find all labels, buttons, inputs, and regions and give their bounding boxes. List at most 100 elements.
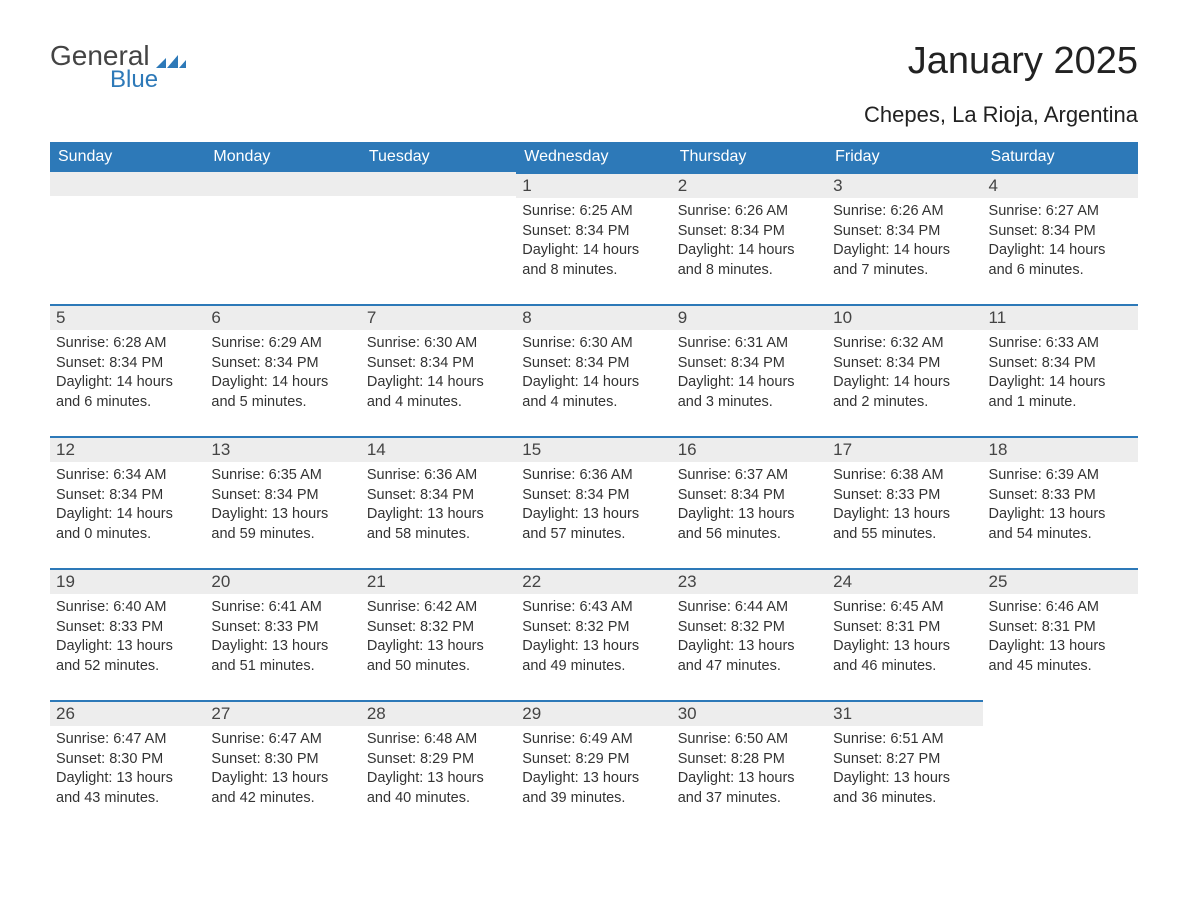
sunrise-line: Sunrise: 6:29 AM (211, 334, 354, 354)
day-number: 24 (827, 568, 982, 594)
sunset-line: Sunset: 8:33 PM (989, 486, 1132, 506)
sunrise-line: Sunrise: 6:41 AM (211, 598, 354, 618)
sunset-line: Sunset: 8:32 PM (522, 618, 665, 638)
day-details: Sunrise: 6:46 AMSunset: 8:31 PMDaylight:… (983, 594, 1138, 684)
day-number: 11 (983, 304, 1138, 330)
sunset-line: Sunset: 8:34 PM (56, 486, 199, 506)
day-details: Sunrise: 6:34 AMSunset: 8:34 PMDaylight:… (50, 462, 205, 552)
calendar-day-cell: 17Sunrise: 6:38 AMSunset: 8:33 PMDayligh… (827, 436, 982, 568)
logo: General Blue (50, 40, 186, 94)
sunrise-line: Sunrise: 6:47 AM (211, 730, 354, 750)
day-number: 28 (361, 700, 516, 726)
sunset-line: Sunset: 8:34 PM (522, 354, 665, 374)
logo-text-blue: Blue (110, 66, 158, 94)
day-number: 2 (672, 172, 827, 198)
weekday-header: Monday (205, 142, 360, 172)
daylight-line: Daylight: 13 hours and 55 minutes. (833, 505, 976, 544)
calendar-day-cell: 7Sunrise: 6:30 AMSunset: 8:34 PMDaylight… (361, 304, 516, 436)
daylight-line: Daylight: 13 hours and 45 minutes. (989, 637, 1132, 676)
sunset-line: Sunset: 8:34 PM (56, 354, 199, 374)
day-number: 7 (361, 304, 516, 330)
day-number: 31 (827, 700, 982, 726)
header: General Blue January 2025 (50, 40, 1138, 94)
calendar-day-cell: 12Sunrise: 6:34 AMSunset: 8:34 PMDayligh… (50, 436, 205, 568)
day-number: 17 (827, 436, 982, 462)
calendar-day-cell: 8Sunrise: 6:30 AMSunset: 8:34 PMDaylight… (516, 304, 671, 436)
calendar-day-cell: 20Sunrise: 6:41 AMSunset: 8:33 PMDayligh… (205, 568, 360, 700)
sunrise-line: Sunrise: 6:46 AM (989, 598, 1132, 618)
daylight-line: Daylight: 14 hours and 7 minutes. (833, 241, 976, 280)
weekday-header: Friday (827, 142, 982, 172)
day-details: Sunrise: 6:36 AMSunset: 8:34 PMDaylight:… (516, 462, 671, 552)
weekday-header: Sunday (50, 142, 205, 172)
daylight-line: Daylight: 14 hours and 1 minute. (989, 373, 1132, 412)
day-details: Sunrise: 6:27 AMSunset: 8:34 PMDaylight:… (983, 198, 1138, 288)
day-number: 14 (361, 436, 516, 462)
sunset-line: Sunset: 8:34 PM (833, 222, 976, 242)
sunset-line: Sunset: 8:34 PM (833, 354, 976, 374)
day-details: Sunrise: 6:44 AMSunset: 8:32 PMDaylight:… (672, 594, 827, 684)
sunset-line: Sunset: 8:27 PM (833, 750, 976, 770)
sunrise-line: Sunrise: 6:30 AM (367, 334, 510, 354)
day-details: Sunrise: 6:38 AMSunset: 8:33 PMDaylight:… (827, 462, 982, 552)
sunrise-line: Sunrise: 6:36 AM (522, 466, 665, 486)
calendar-day-cell: 28Sunrise: 6:48 AMSunset: 8:29 PMDayligh… (361, 700, 516, 832)
calendar-week-row: 19Sunrise: 6:40 AMSunset: 8:33 PMDayligh… (50, 568, 1138, 700)
calendar-table: SundayMondayTuesdayWednesdayThursdayFrid… (50, 142, 1138, 832)
calendar-day-cell: 2Sunrise: 6:26 AMSunset: 8:34 PMDaylight… (672, 172, 827, 304)
sunrise-line: Sunrise: 6:47 AM (56, 730, 199, 750)
day-number: 6 (205, 304, 360, 330)
daylight-line: Daylight: 13 hours and 58 minutes. (367, 505, 510, 544)
day-details: Sunrise: 6:43 AMSunset: 8:32 PMDaylight:… (516, 594, 671, 684)
calendar-day-cell: 16Sunrise: 6:37 AMSunset: 8:34 PMDayligh… (672, 436, 827, 568)
day-number: 16 (672, 436, 827, 462)
day-number: 13 (205, 436, 360, 462)
daylight-line: Daylight: 14 hours and 6 minutes. (56, 373, 199, 412)
daylight-line: Daylight: 14 hours and 3 minutes. (678, 373, 821, 412)
day-details: Sunrise: 6:39 AMSunset: 8:33 PMDaylight:… (983, 462, 1138, 552)
daylight-line: Daylight: 14 hours and 8 minutes. (522, 241, 665, 280)
day-number: 26 (50, 700, 205, 726)
sunset-line: Sunset: 8:34 PM (522, 486, 665, 506)
sunset-line: Sunset: 8:29 PM (367, 750, 510, 770)
calendar-day-cell: 9Sunrise: 6:31 AMSunset: 8:34 PMDaylight… (672, 304, 827, 436)
day-details: Sunrise: 6:48 AMSunset: 8:29 PMDaylight:… (361, 726, 516, 816)
calendar-day-cell: 10Sunrise: 6:32 AMSunset: 8:34 PMDayligh… (827, 304, 982, 436)
sunset-line: Sunset: 8:33 PM (56, 618, 199, 638)
day-number: 22 (516, 568, 671, 594)
calendar-day-cell: 29Sunrise: 6:49 AMSunset: 8:29 PMDayligh… (516, 700, 671, 832)
daylight-line: Daylight: 13 hours and 43 minutes. (56, 769, 199, 808)
daylight-line: Daylight: 14 hours and 0 minutes. (56, 505, 199, 544)
day-number: 3 (827, 172, 982, 198)
day-details: Sunrise: 6:33 AMSunset: 8:34 PMDaylight:… (983, 330, 1138, 420)
calendar-body: 1Sunrise: 6:25 AMSunset: 8:34 PMDaylight… (50, 172, 1138, 832)
calendar-day-cell: 3Sunrise: 6:26 AMSunset: 8:34 PMDaylight… (827, 172, 982, 304)
sunrise-line: Sunrise: 6:32 AM (833, 334, 976, 354)
day-details: Sunrise: 6:49 AMSunset: 8:29 PMDaylight:… (516, 726, 671, 816)
sunset-line: Sunset: 8:34 PM (211, 354, 354, 374)
daylight-line: Daylight: 13 hours and 50 minutes. (367, 637, 510, 676)
sunset-line: Sunset: 8:32 PM (678, 618, 821, 638)
daylight-line: Daylight: 13 hours and 40 minutes. (367, 769, 510, 808)
daylight-line: Daylight: 14 hours and 5 minutes. (211, 373, 354, 412)
sunset-line: Sunset: 8:31 PM (833, 618, 976, 638)
empty-day-header (50, 172, 205, 196)
day-details: Sunrise: 6:31 AMSunset: 8:34 PMDaylight:… (672, 330, 827, 420)
sunrise-line: Sunrise: 6:36 AM (367, 466, 510, 486)
daylight-line: Daylight: 14 hours and 2 minutes. (833, 373, 976, 412)
location: Chepes, La Rioja, Argentina (50, 102, 1138, 128)
day-details: Sunrise: 6:37 AMSunset: 8:34 PMDaylight:… (672, 462, 827, 552)
sunset-line: Sunset: 8:34 PM (678, 486, 821, 506)
sunrise-line: Sunrise: 6:30 AM (522, 334, 665, 354)
empty-day-header (205, 172, 360, 196)
day-details: Sunrise: 6:35 AMSunset: 8:34 PMDaylight:… (205, 462, 360, 552)
weekday-header: Saturday (983, 142, 1138, 172)
calendar-day-cell: 26Sunrise: 6:47 AMSunset: 8:30 PMDayligh… (50, 700, 205, 832)
sunrise-line: Sunrise: 6:33 AM (989, 334, 1132, 354)
daylight-line: Daylight: 13 hours and 56 minutes. (678, 505, 821, 544)
weekday-header-row: SundayMondayTuesdayWednesdayThursdayFrid… (50, 142, 1138, 172)
calendar-day-cell: 14Sunrise: 6:36 AMSunset: 8:34 PMDayligh… (361, 436, 516, 568)
day-number: 29 (516, 700, 671, 726)
calendar-day-cell: 13Sunrise: 6:35 AMSunset: 8:34 PMDayligh… (205, 436, 360, 568)
calendar-day-cell: 1Sunrise: 6:25 AMSunset: 8:34 PMDaylight… (516, 172, 671, 304)
